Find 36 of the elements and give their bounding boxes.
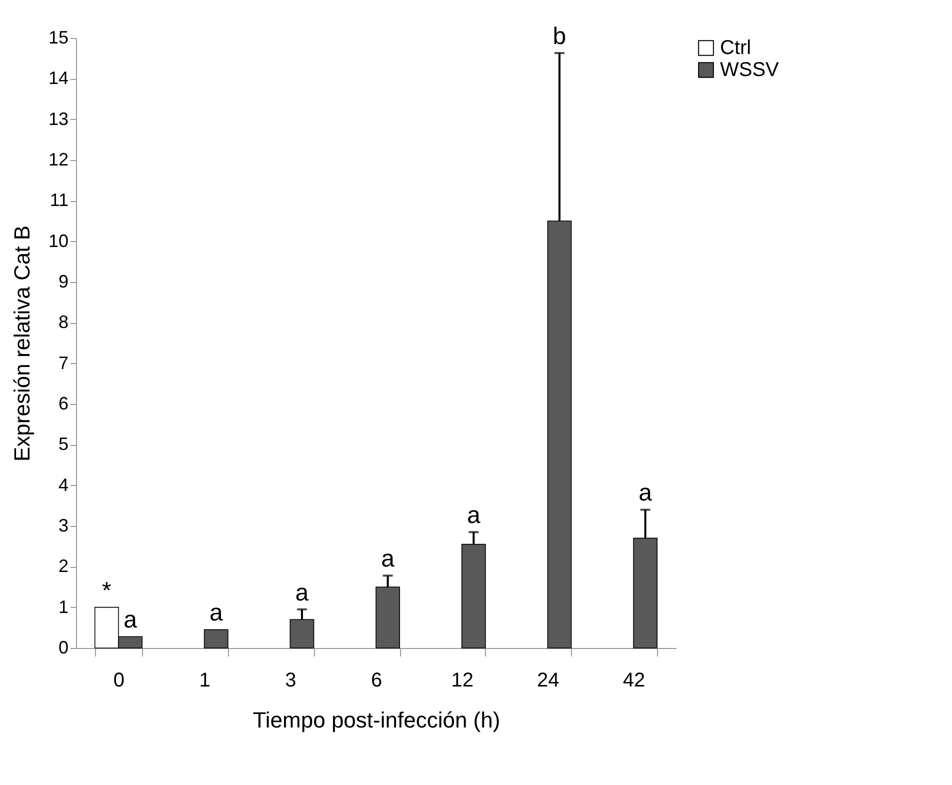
- legend-label: WSSV: [720, 59, 780, 81]
- y-tick-label: 9: [58, 272, 68, 292]
- y-tick-label: 4: [58, 474, 68, 495]
- x-tick-label: 6: [370, 670, 382, 692]
- y-tick-label: 5: [58, 434, 68, 454]
- y-tick-label: 10: [48, 230, 68, 251]
- y-tick-label: 1: [58, 596, 68, 617]
- y-tick-label: 6: [58, 394, 68, 414]
- x-tick-label: 42: [622, 670, 646, 692]
- x-tick-label: 24: [537, 670, 560, 692]
- x-tick-label: 1: [199, 670, 210, 692]
- x-tick-label: 3: [285, 670, 296, 692]
- legend-label: Ctrl: [720, 37, 752, 59]
- annotation: a: [638, 480, 653, 507]
- y-tick-label: 12: [48, 150, 68, 170]
- x-tick-label: 0: [113, 670, 125, 692]
- annotation: a: [209, 600, 224, 627]
- y-tick-label: 14: [48, 68, 68, 88]
- annotation: a: [466, 502, 481, 530]
- y-axis-title: Expresión relativa Cat B: [9, 226, 34, 462]
- y-tick-label: 13: [48, 108, 68, 129]
- annotation: *: [102, 577, 112, 604]
- annotation: a: [124, 606, 138, 634]
- x-tick-label: 12: [451, 670, 474, 692]
- bar: [204, 629, 228, 648]
- annotation: a: [295, 579, 310, 606]
- y-tick-label: 15: [48, 28, 68, 48]
- x-axis-title: Tiempo post-infección (h): [252, 708, 500, 732]
- y-tick-label: 3: [58, 516, 68, 536]
- y-tick-label: 7: [58, 352, 68, 373]
- y-tick-label: 11: [50, 190, 68, 210]
- y-tick-label: 0: [58, 638, 68, 658]
- y-tick-label: 8: [58, 312, 68, 332]
- annotation: b: [552, 23, 566, 50]
- annotation: a: [381, 546, 396, 573]
- y-tick-label: 2: [58, 556, 68, 576]
